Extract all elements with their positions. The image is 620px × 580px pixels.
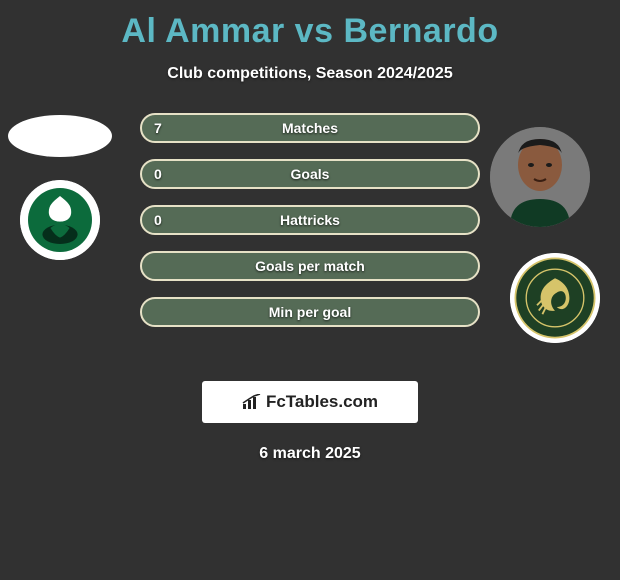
stat-left-value: 0 xyxy=(154,212,162,228)
branding-text: FcTables.com xyxy=(266,392,378,412)
branding-badge: FcTables.com xyxy=(202,381,418,423)
stats-bars: 7 Matches 0 Goals 0 Hattricks Goals per match M… xyxy=(140,113,480,327)
page-title: Al Ammar vs Bernardo xyxy=(0,0,620,51)
stat-bar: Min per goal xyxy=(140,297,480,327)
date-text: 6 march 2025 xyxy=(0,445,620,463)
stat-label: Hattricks xyxy=(280,212,340,228)
subtitle: Club competitions, Season 2024/2025 xyxy=(0,65,620,83)
stat-bar: 0 Goals xyxy=(140,159,480,189)
stat-label: Goals per match xyxy=(255,258,365,274)
stat-label: Matches xyxy=(282,120,338,136)
stat-label: Min per goal xyxy=(269,304,351,320)
stat-bar: 0 Hattricks xyxy=(140,205,480,235)
stat-bar: 7 Matches xyxy=(140,113,480,143)
stat-label: Goals xyxy=(291,166,330,182)
stat-bar: Goals per match xyxy=(140,251,480,281)
stat-left-value: 7 xyxy=(154,120,162,136)
chart-icon xyxy=(242,394,262,410)
stat-left-value: 0 xyxy=(154,166,162,182)
